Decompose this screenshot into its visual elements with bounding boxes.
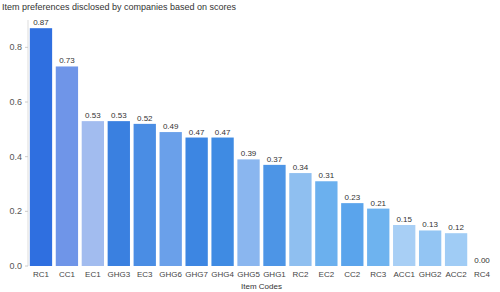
x-tick-label: ACC2 — [445, 270, 467, 279]
data-label: 0.47 — [215, 128, 231, 137]
x-axis-label: Item Codes — [241, 282, 282, 291]
bar — [56, 66, 78, 266]
bar — [393, 225, 415, 266]
data-label: 0.87 — [33, 18, 49, 27]
y-tick-label: 0.8 — [9, 42, 22, 52]
bar — [419, 230, 441, 266]
x-tick-label: EC2 — [319, 270, 335, 279]
data-label: 0.52 — [137, 114, 153, 123]
data-label: 0.53 — [111, 111, 127, 120]
x-tick-label: GHG5 — [237, 270, 260, 279]
y-tick — [25, 156, 28, 157]
data-label: 0.21 — [370, 199, 386, 208]
chart: Item preferences disclosed by companies … — [0, 0, 500, 292]
x-tick-label: RC1 — [33, 270, 50, 279]
data-label: 0.23 — [345, 193, 361, 202]
data-label: 0.31 — [319, 171, 335, 180]
data-label: 0.15 — [396, 215, 412, 224]
bar — [185, 138, 207, 266]
bar — [367, 209, 389, 266]
y-tick — [25, 102, 28, 103]
bar — [341, 203, 363, 266]
bar — [160, 132, 182, 266]
x-tick-label: GHG4 — [211, 270, 234, 279]
x-tick-label: CC2 — [344, 270, 361, 279]
bar — [471, 266, 493, 267]
title: Item preferences disclosed by companies … — [2, 2, 237, 12]
x-tick-label: GHG2 — [419, 270, 442, 279]
y-tick — [25, 211, 28, 212]
bar — [289, 173, 311, 266]
x-tick-label: GHG3 — [107, 270, 130, 279]
data-label: 0.73 — [59, 56, 75, 65]
y-tick-label: 0.2 — [9, 206, 22, 216]
data-label: 0.47 — [189, 128, 205, 137]
x-tick-label: GHG7 — [185, 270, 208, 279]
bars — [30, 28, 467, 266]
x-tick-label: GHG1 — [263, 270, 286, 279]
bar — [108, 121, 130, 266]
bar — [30, 28, 52, 266]
y-tick — [25, 266, 28, 267]
x-tick-label: EC1 — [85, 270, 101, 279]
data-label: 0.49 — [163, 122, 179, 131]
bar — [82, 121, 104, 266]
bar — [237, 159, 259, 266]
bar — [263, 165, 285, 266]
x-tick-label: GHG6 — [159, 270, 182, 279]
x-tick-label: EC3 — [137, 270, 153, 279]
bar — [315, 181, 337, 266]
data-label: 0.00 — [474, 256, 490, 265]
bar — [134, 124, 156, 266]
data-label: 0.53 — [85, 111, 101, 120]
x-tick-label: CC1 — [59, 270, 76, 279]
x-tick-label: ACC1 — [394, 270, 416, 279]
data-label: 0.12 — [448, 223, 464, 232]
data-label: 0.39 — [241, 149, 257, 158]
data-label: 0.37 — [267, 155, 283, 164]
x-tick-label: RC4 — [474, 270, 491, 279]
bar — [211, 138, 233, 266]
y-tick-label: 0.6 — [9, 97, 22, 107]
data-label: 0.13 — [422, 220, 438, 229]
x-tick-label: RC3 — [370, 270, 387, 279]
y-tick-label: 0.4 — [9, 152, 22, 162]
y-tick-label: 0.0 — [9, 261, 22, 271]
y-axis-line — [28, 20, 29, 266]
y-tick — [25, 47, 28, 48]
data-label: 0.34 — [293, 163, 309, 172]
bar — [445, 233, 467, 266]
x-tick-label: RC2 — [292, 270, 309, 279]
